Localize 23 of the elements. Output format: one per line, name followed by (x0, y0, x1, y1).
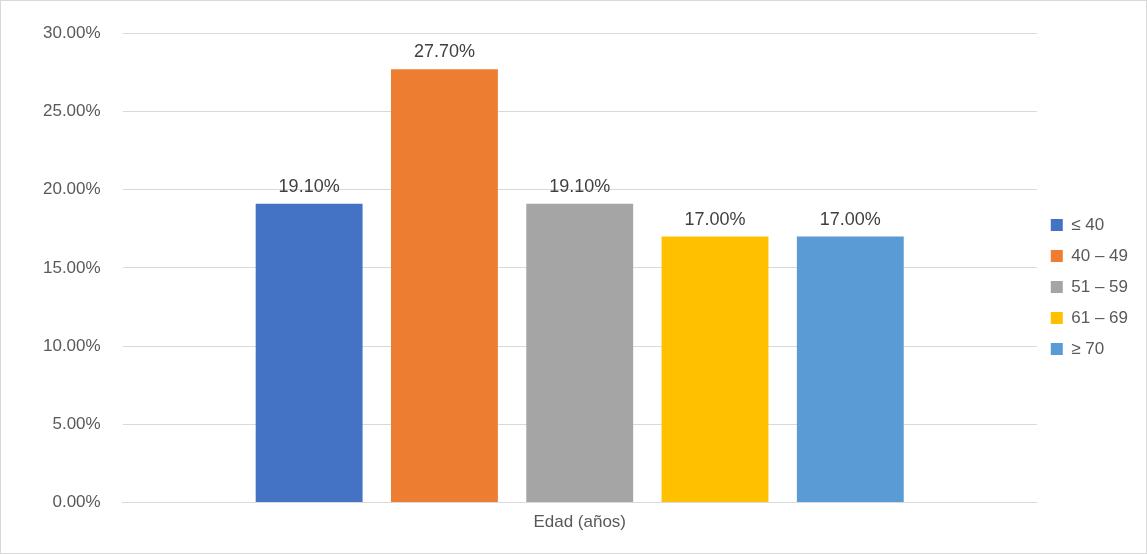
x-tick-label: Edad (años) (533, 512, 627, 532)
bar (390, 69, 498, 503)
data-label: 19.10% (549, 175, 611, 196)
data-label: 17.00% (684, 208, 746, 229)
legend-label: 51 – 59 (1071, 276, 1129, 296)
data-label: 17.00% (819, 208, 881, 229)
y-tick-label: 20.00% (42, 179, 101, 199)
legend-label: ≥ 70 (1071, 338, 1105, 358)
bar (526, 203, 634, 503)
y-tick-label: 0.00% (52, 492, 101, 512)
y-tick-label: 15.00% (42, 257, 101, 277)
legend-label: 61 – 69 (1071, 307, 1129, 327)
y-tick-label: 25.00% (42, 101, 101, 121)
legend-label: 40 – 49 (1071, 245, 1129, 265)
y-tick-label: 5.00% (52, 414, 101, 434)
data-label: 19.10% (278, 175, 340, 196)
data-label: 27.70% (413, 41, 475, 62)
bar (796, 236, 904, 503)
bar (255, 203, 363, 503)
legend-label: ≤ 40 (1071, 214, 1105, 234)
bar (661, 236, 769, 503)
y-tick-label: 10.00% (42, 335, 101, 355)
y-tick-label: 30.00% (42, 22, 101, 42)
